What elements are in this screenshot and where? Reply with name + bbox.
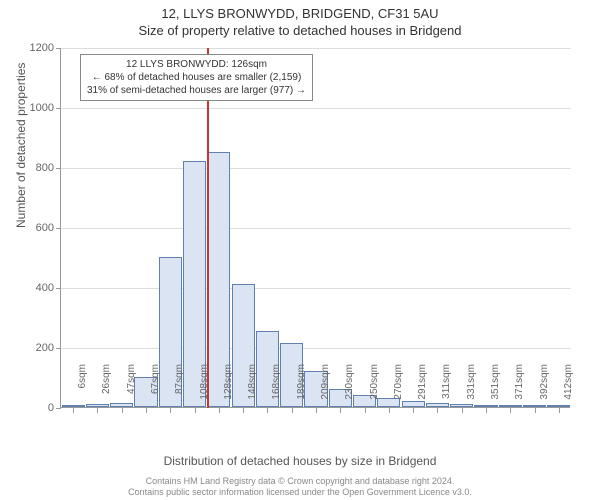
footer: Contains HM Land Registry data © Crown c… [0,476,600,498]
ytick-mark [56,288,61,289]
footer-line-2: Contains public sector information licen… [0,487,600,498]
xtick-mark [413,408,414,413]
xtick-mark [437,408,438,413]
ytick-mark [56,348,61,349]
annotation-box: 12 LLYS BRONWYDD: 126sqm← 68% of detache… [80,54,313,101]
xtick-mark [365,408,366,413]
yaxis-label: Number of detached properties [14,63,28,228]
gridline [61,348,571,349]
xtick-mark [462,408,463,413]
xtick-mark [292,408,293,413]
xtick-mark [195,408,196,413]
ytick-mark [56,48,61,49]
xtick-mark [340,408,341,413]
xaxis-label: Distribution of detached houses by size … [0,454,600,468]
ytick-mark [56,408,61,409]
gridline [61,228,571,229]
xtick-mark [73,408,74,413]
ytick-mark [56,108,61,109]
title-main: 12, LLYS BRONWYDD, BRIDGEND, CF31 5AU [0,0,600,21]
ytick-mark [56,168,61,169]
ytick-label: 200 [14,342,54,354]
xtick-mark [316,408,317,413]
xtick-mark [510,408,511,413]
gridline [61,48,571,49]
xtick-mark [559,408,560,413]
xtick-mark [389,408,390,413]
footer-line-1: Contains HM Land Registry data © Crown c… [0,476,600,487]
plot-area: 0200400600800100012006sqm26sqm47sqm67sqm… [60,48,570,408]
gridline [61,108,571,109]
xtick-mark [219,408,220,413]
annotation-line: 12 LLYS BRONWYDD: 126sqm [87,58,306,71]
annotation-line: ← 68% of detached houses are smaller (2,… [87,71,306,84]
ytick-mark [56,228,61,229]
ytick-label: 0 [14,402,54,414]
xtick-mark [486,408,487,413]
ytick-label: 400 [14,282,54,294]
gridline [61,168,571,169]
xtick-mark [97,408,98,413]
title-sub: Size of property relative to detached ho… [0,21,600,38]
marker-line [207,48,209,408]
xtick-mark [146,408,147,413]
chart-container: 0200400600800100012006sqm26sqm47sqm67sqm… [60,48,570,408]
xtick-mark [535,408,536,413]
xtick-mark [170,408,171,413]
xtick-mark [243,408,244,413]
annotation-line: 31% of semi-detached houses are larger (… [87,84,306,97]
xtick-mark [267,408,268,413]
xtick-label: 412sqm [563,364,574,414]
gridline [61,288,571,289]
ytick-label: 1200 [14,42,54,54]
xtick-mark [122,408,123,413]
